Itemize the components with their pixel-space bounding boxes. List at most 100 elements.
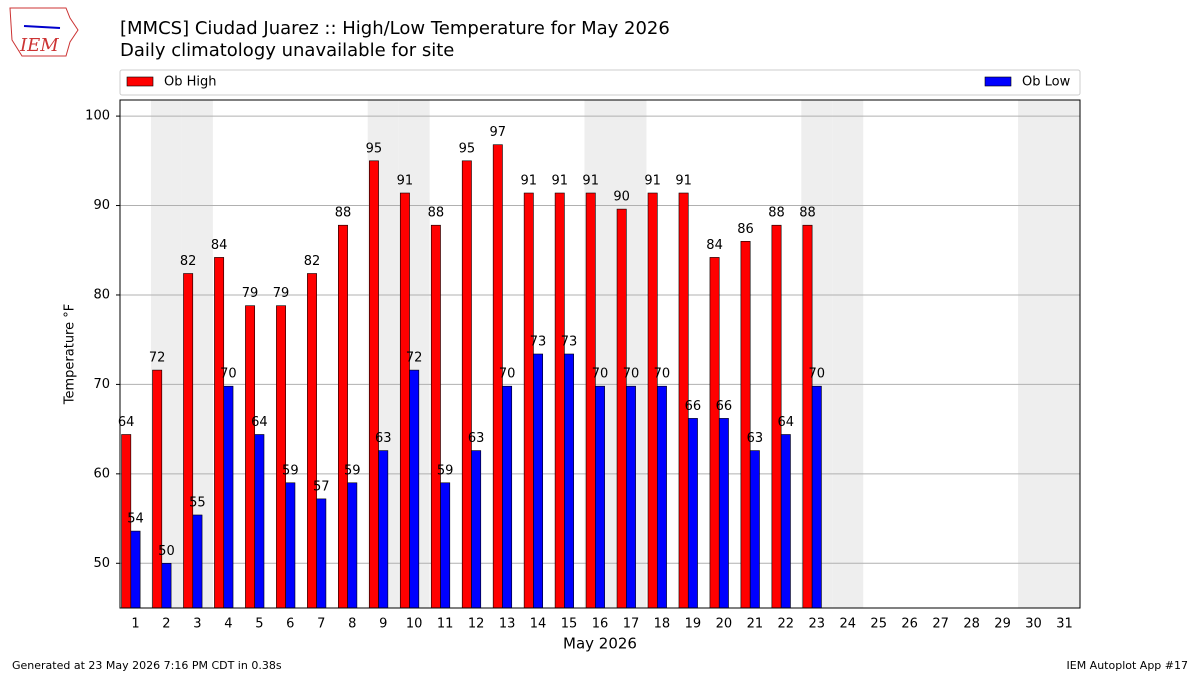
value-label: 82	[304, 254, 321, 269]
x-tick-label: 11	[437, 617, 454, 632]
value-label: 97	[490, 125, 507, 140]
value-label: 86	[737, 222, 754, 237]
value-label: 64	[118, 415, 135, 430]
bar	[161, 562, 172, 609]
bar	[533, 353, 544, 609]
x-tick-label: 19	[685, 617, 702, 632]
y-tick-label: 50	[93, 556, 110, 571]
y-tick-label: 90	[93, 198, 110, 213]
value-label: 70	[499, 367, 516, 382]
bar	[192, 514, 203, 609]
bar	[130, 530, 141, 609]
x-tick-label: 4	[224, 617, 232, 632]
x-tick-label: 5	[255, 617, 263, 632]
value-label: 91	[397, 174, 414, 189]
legend-swatch	[126, 76, 154, 87]
bar	[626, 385, 636, 609]
bar	[409, 369, 420, 609]
bar	[316, 498, 327, 609]
x-tick-label: 1	[131, 617, 139, 632]
x-tick-label: 26	[901, 617, 918, 632]
value-label: 57	[313, 479, 330, 494]
value-label: 82	[180, 254, 197, 269]
value-label: 91	[551, 174, 568, 189]
y-axis-label: Temperature °F	[63, 304, 78, 405]
x-tick-label: 3	[193, 617, 201, 632]
x-tick-label: 17	[623, 617, 640, 632]
chart-subtitle: Daily climatology unavailable for site	[120, 40, 454, 61]
logo-outline	[9, 7, 79, 57]
footer-left: Generated at 23 May 2026 7:16 PM CDT in …	[12, 659, 282, 672]
value-label: 91	[521, 174, 538, 189]
value-label: 70	[623, 367, 640, 382]
weekend-shade	[832, 100, 864, 608]
value-label: 84	[211, 238, 228, 253]
bar	[214, 257, 225, 609]
x-tick-label: 12	[468, 617, 485, 632]
bar	[595, 385, 605, 609]
x-tick-label: 24	[839, 617, 856, 632]
bar	[749, 450, 760, 609]
x-tick-label: 18	[654, 617, 671, 632]
bar	[368, 160, 379, 609]
value-label: 70	[220, 367, 237, 382]
x-tick-label: 21	[747, 617, 764, 632]
bar	[347, 482, 358, 609]
value-label: 91	[675, 174, 692, 189]
bar	[338, 224, 348, 609]
legend-label: Ob Low	[1022, 75, 1071, 90]
bar	[585, 192, 596, 609]
x-tick-label: 20	[716, 617, 733, 632]
bar	[564, 353, 574, 609]
bar	[152, 369, 163, 609]
value-label: 90	[613, 190, 630, 205]
bar	[471, 450, 482, 609]
x-tick-label: 7	[317, 617, 325, 632]
bar	[718, 418, 729, 609]
value-label: 73	[561, 335, 578, 350]
bar	[647, 192, 658, 609]
x-tick-label: 9	[379, 617, 387, 632]
bar	[254, 434, 265, 609]
value-label: 73	[530, 335, 547, 350]
bar	[285, 482, 296, 609]
x-tick-label: 23	[809, 617, 826, 632]
value-label: 88	[768, 206, 785, 221]
bar	[378, 450, 389, 609]
value-label: 63	[468, 431, 485, 446]
x-tick-label: 10	[406, 617, 423, 632]
bar	[709, 257, 720, 609]
value-label: 72	[406, 351, 423, 366]
value-label: 64	[778, 415, 795, 430]
legend	[119, 69, 1081, 96]
x-tick-label: 31	[1056, 617, 1073, 632]
bar	[554, 192, 565, 609]
value-label: 88	[428, 206, 445, 221]
bar	[656, 385, 667, 609]
value-label: 70	[809, 367, 826, 382]
x-tick-label: 29	[994, 617, 1011, 632]
value-label: 54	[127, 512, 144, 527]
value-label: 66	[716, 399, 733, 414]
value-label: 88	[799, 206, 816, 221]
value-label: 79	[273, 286, 290, 301]
x-tick-label: 30	[1025, 617, 1042, 632]
value-label: 64	[251, 415, 268, 430]
bar	[811, 385, 822, 609]
bar	[307, 273, 317, 609]
value-label: 95	[366, 141, 383, 156]
x-tick-label: 14	[530, 617, 547, 632]
bar	[399, 192, 410, 609]
x-tick-label: 2	[162, 617, 170, 632]
value-label: 50	[158, 544, 175, 559]
bar	[802, 224, 813, 609]
x-tick-label: 28	[963, 617, 980, 632]
value-label: 88	[335, 206, 352, 221]
y-tick-label: 100	[85, 109, 110, 124]
logo-text: IEM	[19, 35, 59, 56]
footer-right: IEM Autoplot App #17	[1067, 659, 1189, 672]
x-tick-label: 8	[348, 617, 356, 632]
bar	[740, 241, 751, 609]
value-label: 70	[592, 367, 609, 382]
